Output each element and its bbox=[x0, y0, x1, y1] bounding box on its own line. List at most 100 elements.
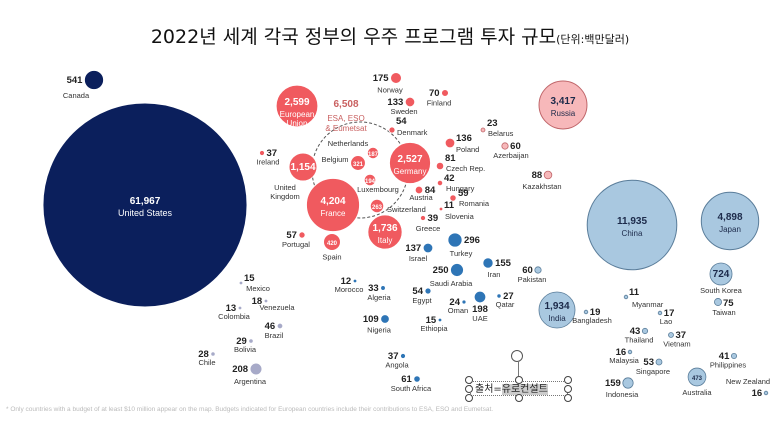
name-label-european-union-2: Union bbox=[287, 119, 308, 128]
value-label-france: 4,204 bbox=[320, 196, 345, 207]
value-label-russia: 3,417 bbox=[550, 96, 575, 107]
name-label-netherlands: Netherlands bbox=[328, 139, 369, 148]
name-label-portugal: Portugal bbox=[282, 240, 310, 249]
value-label-italy: 1,736 bbox=[372, 223, 397, 234]
bubble-south-korea bbox=[709, 262, 733, 286]
esa-label: ESA, ESO bbox=[327, 114, 364, 123]
bubble-denmark bbox=[388, 126, 396, 134]
value-label-turkey: 296 bbox=[464, 235, 480, 246]
name-label-angola: Angola bbox=[385, 360, 409, 369]
name-label-ethiopia: Ethiopia bbox=[420, 324, 448, 333]
name-label-russia: Russia bbox=[551, 109, 576, 118]
value-label-argentina: 208 bbox=[232, 364, 248, 375]
value-label-philippines: 41 bbox=[719, 351, 730, 362]
bubble-canada bbox=[84, 70, 104, 90]
bubble-ethiopia bbox=[437, 317, 443, 323]
bubble-netherlands bbox=[366, 146, 380, 160]
name-label-luxembourg: Luxembourg bbox=[357, 185, 399, 194]
name-label-saudi-arabia: Saudi Arabia bbox=[430, 279, 473, 288]
name-label-thailand: Thailand bbox=[625, 336, 654, 345]
bubble-bangladesh bbox=[583, 309, 589, 315]
value-label-switzerland: 263 bbox=[372, 205, 383, 211]
bubble-india bbox=[538, 291, 576, 329]
resize-handle[interactable] bbox=[515, 376, 523, 384]
resize-handle[interactable] bbox=[465, 385, 473, 393]
name-label-israel: Israel bbox=[409, 254, 428, 263]
bubble-brazil bbox=[276, 322, 284, 330]
bubble-angola bbox=[400, 353, 406, 359]
name-label-singapore: Singapore bbox=[636, 367, 670, 376]
bubble-argentina bbox=[249, 362, 263, 376]
value-label-angola: 37 bbox=[388, 351, 399, 362]
resize-handle[interactable] bbox=[564, 394, 572, 402]
bubble-singapore bbox=[655, 358, 663, 366]
value-label-greece: 39 bbox=[428, 213, 439, 224]
source-name: 유로컨설트 bbox=[501, 384, 548, 395]
bubble-chile bbox=[210, 351, 216, 357]
footnote: * Only countries with a budget of at lea… bbox=[6, 406, 494, 413]
value-label-myanmar: 11 bbox=[629, 287, 640, 298]
bubble-thailand bbox=[641, 327, 649, 335]
value-label-mexico: 15 bbox=[244, 273, 255, 284]
name-label-switzerland: Switzerland bbox=[387, 205, 426, 214]
value-label-egypt: 54 bbox=[412, 286, 423, 297]
rotate-handle-icon[interactable] bbox=[511, 350, 523, 362]
value-label-new-zealand: 16 bbox=[752, 388, 763, 399]
value-label-denmark: 54 bbox=[396, 116, 407, 127]
bubble-japan bbox=[700, 191, 760, 251]
value-label-lao: 17 bbox=[664, 308, 675, 319]
name-label-european-union: European bbox=[280, 110, 315, 119]
bubble-algeria bbox=[380, 285, 386, 291]
value-label-romania: 59 bbox=[458, 188, 469, 199]
name-label-kazakhstan: Kazakhstan bbox=[522, 182, 561, 191]
value-label-nigeria: 109 bbox=[363, 314, 379, 325]
resize-handle[interactable] bbox=[564, 376, 572, 384]
name-label-czech-rep-: Czech Rep. bbox=[446, 164, 485, 173]
bubble-france bbox=[305, 177, 361, 233]
name-label-south-africa: South Africa bbox=[391, 384, 432, 393]
name-label-azerbaijan: Azerbaijan bbox=[493, 151, 528, 160]
unit-label: (단위:백만달러) bbox=[556, 33, 630, 46]
value-label-venezuela: 18 bbox=[252, 296, 263, 307]
resize-handle[interactable] bbox=[465, 376, 473, 384]
value-label-united-states: 61,967 bbox=[130, 196, 161, 207]
resize-handle[interactable] bbox=[465, 394, 473, 402]
bubble-indonesia bbox=[622, 377, 634, 389]
bubble-vietnam bbox=[668, 332, 674, 338]
bubble-sweden bbox=[404, 96, 416, 108]
bubble-israel bbox=[422, 242, 434, 254]
value-label-oman: 24 bbox=[449, 297, 460, 308]
bubble-malaysia bbox=[627, 349, 633, 355]
name-label-taiwan: Taiwan bbox=[712, 308, 735, 317]
name-label-united-kingdom-2: Kingdom bbox=[270, 192, 300, 201]
bubble-china bbox=[586, 179, 678, 271]
name-label-egypt: Egypt bbox=[412, 296, 432, 305]
name-label-pakistan: Pakistan bbox=[518, 275, 547, 284]
bubble-ireland bbox=[259, 150, 265, 156]
name-label-lao: Lao bbox=[660, 317, 673, 326]
bubble-norway bbox=[390, 72, 402, 84]
value-label-slovenia: 11 bbox=[444, 200, 455, 211]
name-label-vietnam: Vietnam bbox=[663, 339, 690, 348]
name-label-finland: Finland bbox=[427, 98, 452, 107]
name-label-algeria: Algeria bbox=[367, 293, 391, 302]
bubble-australia bbox=[687, 367, 707, 387]
value-label-singapore: 53 bbox=[643, 357, 654, 368]
name-label-colombia: Colombia bbox=[218, 312, 251, 321]
resize-handle[interactable] bbox=[564, 385, 572, 393]
bubble-morocco bbox=[352, 278, 358, 284]
bubble-mexico bbox=[238, 280, 244, 286]
resize-handle[interactable] bbox=[515, 394, 523, 402]
value-label-iran: 155 bbox=[495, 258, 512, 269]
bubble-spain bbox=[323, 233, 341, 251]
value-label-saudi-arabia: 250 bbox=[433, 265, 449, 276]
bubble-italy bbox=[367, 214, 403, 250]
name-label-venezuela: Venezuela bbox=[259, 303, 295, 312]
value-label-hungary: 42 bbox=[444, 173, 455, 184]
value-label-vietnam: 37 bbox=[675, 330, 686, 341]
name-label-chile: Chile bbox=[198, 358, 215, 367]
value-label-kazakhstan: 88 bbox=[532, 170, 543, 181]
value-label-bangladesh: 19 bbox=[590, 307, 601, 318]
name-label-india: India bbox=[548, 314, 566, 323]
bubble-myanmar bbox=[623, 294, 629, 300]
